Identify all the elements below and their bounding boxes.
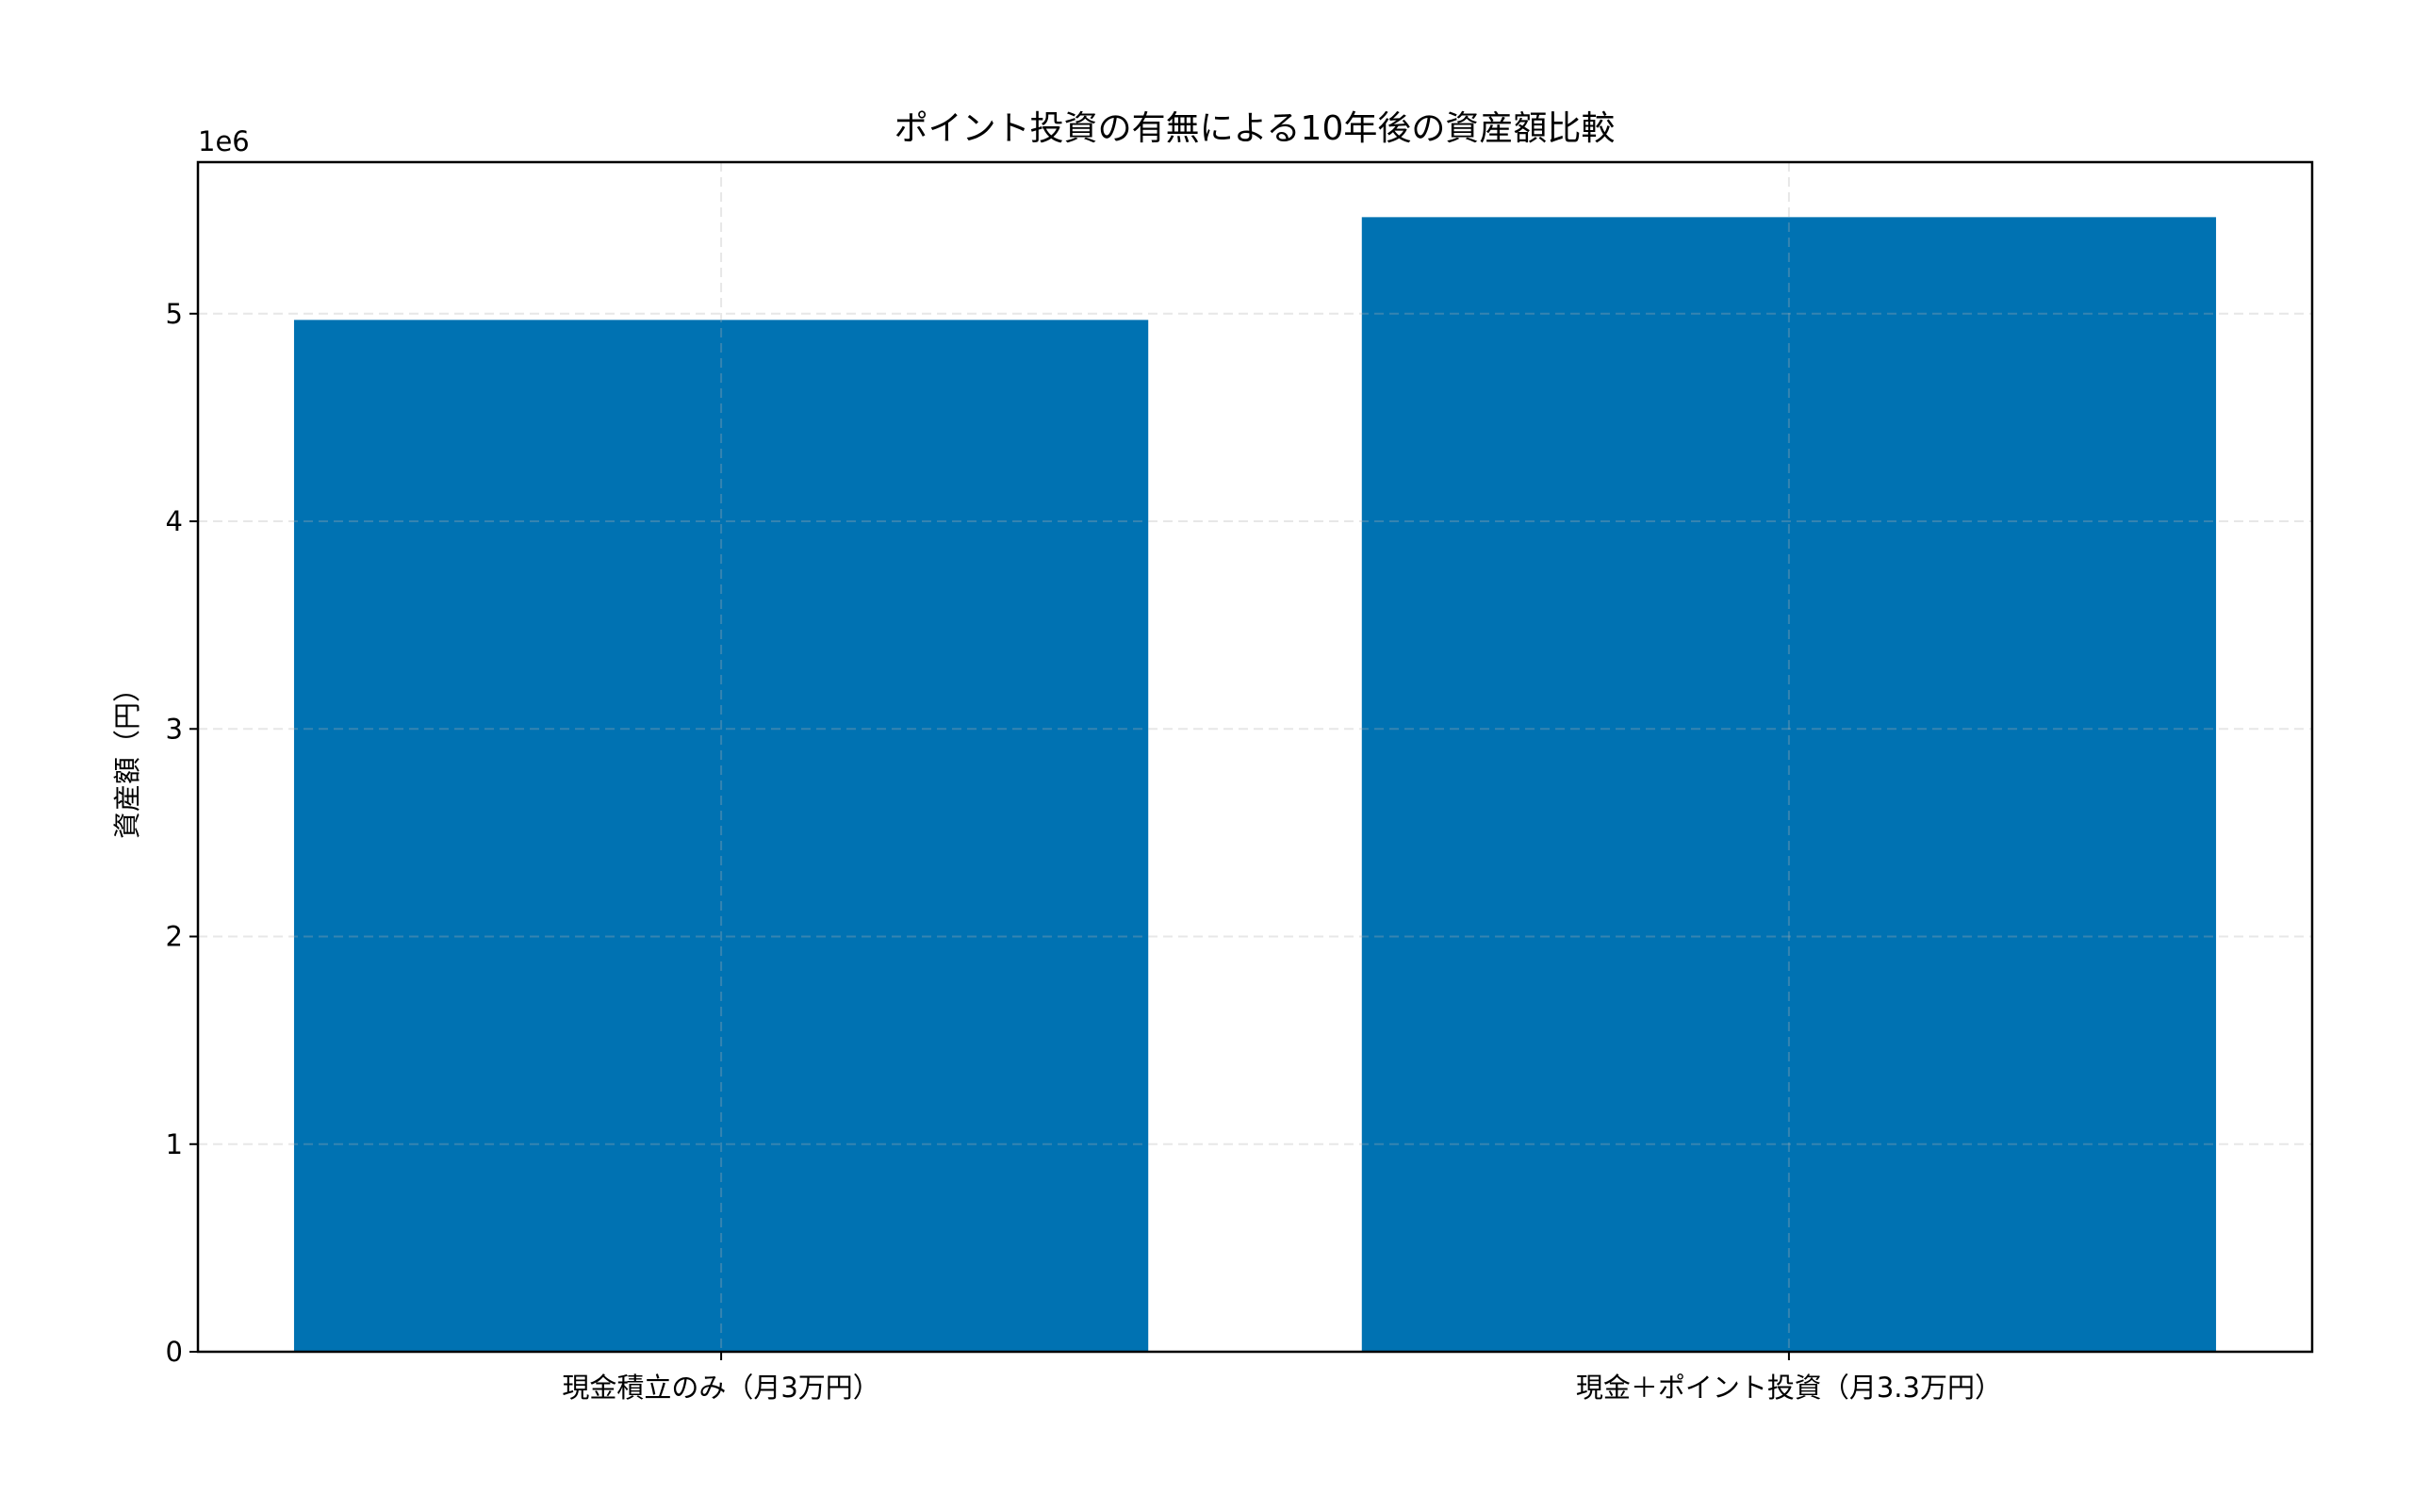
x-tick-label: 現金積立のみ（月3万円） [562, 1372, 879, 1404]
ticks: 0 1 2 3 4 5 現金積立のみ（月3万円） 現金＋ポイント投資（月3.3万円） [166, 298, 2002, 1404]
y-offset-label: 1e6 [198, 125, 250, 157]
bars [293, 217, 2217, 1352]
y-tick-label: 3 [166, 713, 183, 745]
y-axis-label: 資産額（円） [111, 675, 143, 839]
y-tick-label: 4 [166, 505, 183, 537]
bar [293, 320, 1149, 1352]
chart-title: ポイント投資の有無による10年後の資産額比較 [895, 109, 1616, 148]
y-tick-label: 1 [166, 1128, 183, 1160]
x-tick-label: 現金＋ポイント投資（月3.3万円） [1576, 1372, 2002, 1404]
y-tick-label: 2 [166, 921, 183, 953]
y-tick-label: 0 [166, 1336, 183, 1368]
plot-frame [196, 160, 2314, 1354]
y-tick-label: 5 [166, 298, 183, 330]
bar [1361, 217, 2217, 1352]
